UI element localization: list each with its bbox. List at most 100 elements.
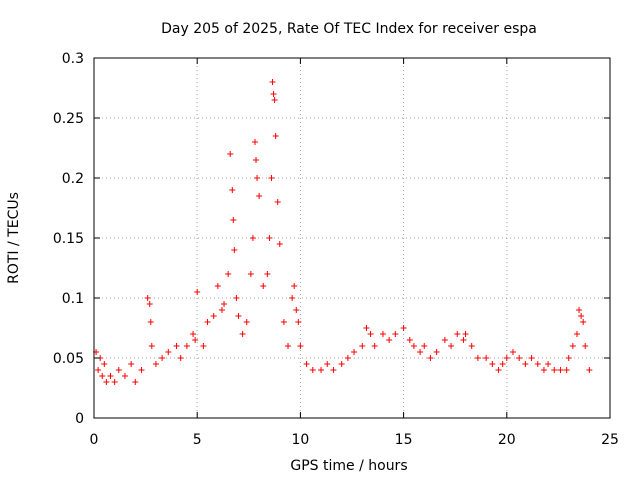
data-point — [289, 295, 296, 301]
data-point — [101, 361, 108, 367]
chart-title: Day 205 of 2025, Rate Of TEC Index for r… — [161, 21, 537, 37]
data-point — [582, 343, 589, 349]
data-points — [93, 79, 593, 385]
data-point — [563, 367, 570, 373]
y-tick-label: 0.3 — [62, 51, 84, 67]
data-point — [159, 355, 166, 361]
data-point — [551, 367, 558, 373]
data-point — [400, 325, 407, 331]
data-point — [103, 379, 110, 385]
data-point — [578, 313, 585, 319]
y-tick-label: 0 — [75, 411, 84, 427]
data-point — [495, 367, 502, 373]
data-point — [128, 361, 135, 367]
data-point — [540, 367, 547, 373]
data-point — [144, 295, 151, 301]
data-point — [545, 361, 552, 367]
data-point — [194, 289, 201, 295]
data-point — [271, 97, 278, 103]
data-point — [565, 355, 572, 361]
data-point — [138, 367, 145, 373]
data-point — [576, 307, 583, 313]
data-point — [268, 175, 275, 181]
data-point — [359, 343, 366, 349]
data-point — [379, 331, 386, 337]
data-point — [239, 331, 246, 337]
x-tick-label: 10 — [291, 432, 309, 448]
data-point — [221, 301, 228, 307]
data-point — [147, 319, 154, 325]
data-point — [309, 367, 316, 373]
x-tick-label: 0 — [90, 432, 99, 448]
data-point — [165, 349, 172, 355]
data-point — [363, 325, 370, 331]
data-point — [229, 187, 236, 193]
x-tick-label: 15 — [395, 432, 413, 448]
data-point — [152, 361, 159, 367]
x-tick-label: 20 — [498, 432, 516, 448]
data-point — [266, 235, 273, 241]
data-point — [285, 343, 292, 349]
data-point — [274, 199, 281, 205]
axis-ticks — [93, 57, 611, 419]
data-point — [200, 343, 207, 349]
x-tick-label: 5 — [193, 432, 202, 448]
data-point — [516, 355, 523, 361]
y-tick-label: 0.25 — [53, 111, 84, 127]
data-point — [270, 91, 277, 97]
data-point — [95, 367, 102, 373]
data-point — [111, 379, 118, 385]
y-tick-label: 0.2 — [62, 171, 84, 187]
data-point — [227, 151, 234, 157]
data-point — [132, 379, 139, 385]
y-tick-label: 0.1 — [62, 291, 84, 307]
data-point — [427, 355, 434, 361]
data-point — [276, 241, 283, 247]
data-point — [183, 343, 190, 349]
data-point — [433, 349, 440, 355]
data-point — [338, 361, 345, 367]
data-point — [503, 355, 510, 361]
data-point — [210, 313, 217, 319]
plot-frame — [93, 57, 611, 419]
data-point — [417, 349, 424, 355]
data-point — [260, 283, 267, 289]
x-tick-labels: 0 5 10 15 20 25 — [90, 432, 619, 448]
data-point — [293, 307, 300, 313]
data-point — [190, 331, 197, 337]
data-point — [573, 331, 580, 337]
data-point — [173, 343, 180, 349]
data-point — [441, 337, 448, 343]
data-point — [528, 355, 535, 361]
data-point — [448, 343, 455, 349]
data-point — [330, 367, 337, 373]
data-point — [291, 283, 298, 289]
data-point — [462, 331, 469, 337]
data-point — [297, 343, 304, 349]
data-point — [410, 343, 417, 349]
y-tick-label: 0.15 — [53, 231, 84, 247]
data-point — [272, 133, 279, 139]
data-point — [146, 301, 153, 307]
y-axis-label: ROTI / TECUs — [6, 192, 22, 284]
grid-lines — [94, 58, 610, 418]
data-point — [269, 79, 276, 85]
data-point — [254, 175, 261, 181]
data-point — [499, 361, 506, 367]
data-point — [351, 349, 358, 355]
data-point — [392, 331, 399, 337]
data-point — [249, 235, 256, 241]
data-point — [534, 361, 541, 367]
data-point — [371, 343, 378, 349]
x-tick-label: 25 — [601, 432, 619, 448]
data-point — [454, 331, 461, 337]
data-point — [230, 217, 237, 223]
data-point — [148, 343, 155, 349]
data-point — [586, 367, 593, 373]
y-tick-labels: 0 0.05 0.1 0.15 0.2 0.25 0.3 — [53, 51, 84, 427]
data-point — [421, 343, 428, 349]
data-point — [233, 295, 240, 301]
data-point — [214, 283, 221, 289]
data-point — [460, 337, 467, 343]
